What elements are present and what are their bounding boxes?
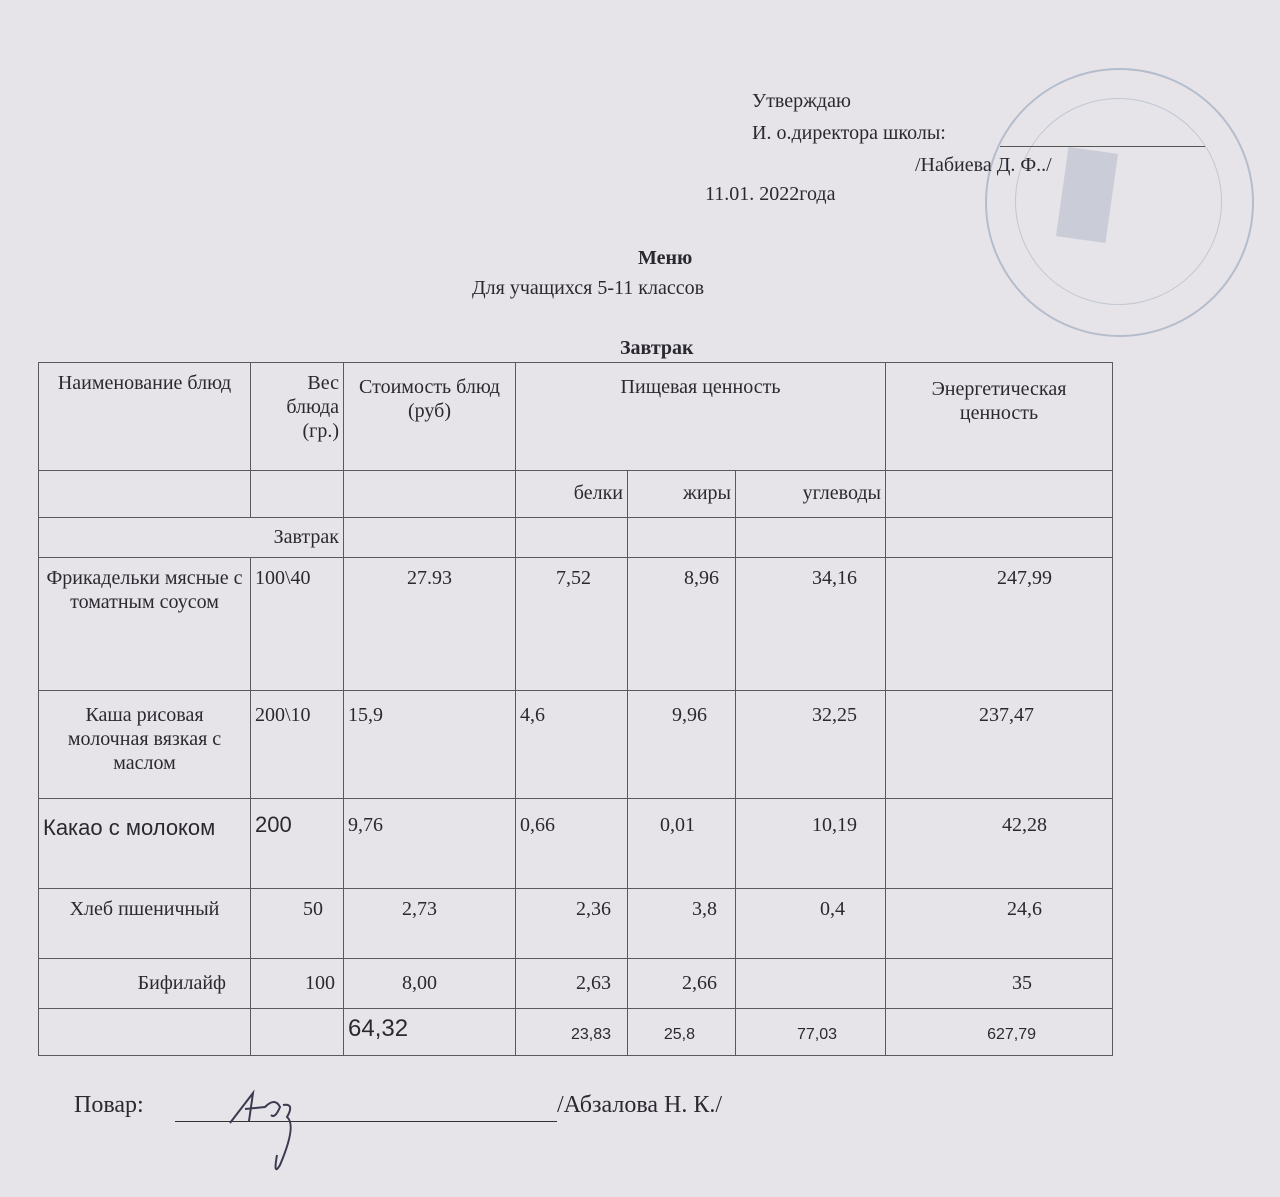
table-row: Хлеб пшеничный 50 2,73 2,36 3,8 0,4 24,6 xyxy=(38,888,1113,959)
school-stamp xyxy=(985,68,1254,337)
dish-name: Фрикадельки мясные с томатным соусом xyxy=(38,557,251,691)
dish-energy: 24,6 xyxy=(885,888,1113,959)
table-row: Бифилайф 100 8,00 2,63 2,66 35 xyxy=(38,958,1113,1009)
header-cost: Стоимость блюд (руб) xyxy=(343,362,516,471)
table-row: Какао с молоком 200 9,76 0,66 0,01 10,19… xyxy=(38,798,1113,889)
dish-cost: 2,73 xyxy=(343,888,516,959)
dish-fats: 8,96 xyxy=(627,557,736,691)
dish-weight: 100 xyxy=(250,958,344,1009)
cook-signature xyxy=(229,1089,292,1171)
menu-title: Меню xyxy=(638,247,693,269)
subheader-row: белки жиры углеводы xyxy=(38,470,1113,518)
director-name: /Набиева Д. Ф../ xyxy=(915,154,1052,176)
header-weight: Вес блюда (гр.) xyxy=(250,362,344,471)
dish-energy: 237,47 xyxy=(885,690,1113,799)
dish-name: Какао с молоком xyxy=(38,798,251,889)
dish-name: Хлеб пшеничный xyxy=(38,888,251,959)
dish-proteins: 4,6 xyxy=(515,690,628,799)
total-carbs: 77,03 xyxy=(735,1008,886,1056)
total-cost: 64,32 xyxy=(343,1008,516,1056)
dish-carbs: 32,25 xyxy=(735,690,886,799)
director-signature-line xyxy=(1000,146,1205,147)
dish-energy: 42,28 xyxy=(885,798,1113,889)
dish-carbs: 10,19 xyxy=(735,798,886,889)
header-nutrition: Пищевая ценность xyxy=(515,362,886,471)
cook-name: /Абзалова Н. К./ xyxy=(557,1092,722,1118)
total-proteins: 23,83 xyxy=(515,1008,628,1056)
dish-cost: 27.93 xyxy=(343,557,516,691)
dish-energy: 35 xyxy=(885,958,1113,1009)
dish-cost: 9,76 xyxy=(343,798,516,889)
dish-proteins: 7,52 xyxy=(515,557,628,691)
header-row: Наименование блюд Вес блюда (гр.) Стоимо… xyxy=(38,362,1113,471)
section-label: Завтрак xyxy=(38,517,344,558)
dish-weight: 200 xyxy=(250,798,344,889)
header-name: Наименование блюд xyxy=(38,362,251,471)
dish-cost: 15,9 xyxy=(343,690,516,799)
cook-label: Повар: xyxy=(74,1092,144,1118)
dish-carbs xyxy=(735,958,886,1009)
menu-table: Наименование блюд Вес блюда (гр.) Стоимо… xyxy=(38,362,1113,1056)
total-energy: 627,79 xyxy=(885,1008,1113,1056)
section-row: Завтрак xyxy=(38,517,1113,558)
table-row: Каша рисовая молочная вязкая с маслом 20… xyxy=(38,690,1113,799)
cook-signature-line xyxy=(175,1121,557,1122)
total-row: 64,32 23,83 25,8 77,03 627,79 xyxy=(38,1008,1113,1056)
meal-title: Завтрак xyxy=(620,337,694,359)
dish-name: Бифилайф xyxy=(38,958,251,1009)
menu-subtitle: Для учащихся 5-11 классов xyxy=(472,277,705,299)
dish-proteins: 0,66 xyxy=(515,798,628,889)
approval-position: И. о.директора школы: xyxy=(752,122,946,144)
approval-title: Утверждаю xyxy=(752,90,851,112)
header-carbs: углеводы xyxy=(735,470,886,518)
total-fats: 25,8 xyxy=(627,1008,736,1056)
approval-date: 11.01. 2022года xyxy=(705,183,836,205)
dish-weight: 50 xyxy=(250,888,344,959)
dish-fats: 9,96 xyxy=(627,690,736,799)
dish-fats: 2,66 xyxy=(627,958,736,1009)
dish-proteins: 2,63 xyxy=(515,958,628,1009)
dish-energy: 247,99 xyxy=(885,557,1113,691)
dish-fats: 3,8 xyxy=(627,888,736,959)
dish-name: Каша рисовая молочная вязкая с маслом xyxy=(38,690,251,799)
table-row: Фрикадельки мясные с томатным соусом 100… xyxy=(38,557,1113,691)
dish-carbs: 34,16 xyxy=(735,557,886,691)
dish-weight: 200\10 xyxy=(250,690,344,799)
header-energy: Энергетическая ценность xyxy=(885,362,1113,471)
dish-proteins: 2,36 xyxy=(515,888,628,959)
dish-cost: 8,00 xyxy=(343,958,516,1009)
header-proteins: белки xyxy=(515,470,628,518)
dish-weight: 100\40 xyxy=(250,557,344,691)
header-fats: жиры xyxy=(627,470,736,518)
dish-carbs: 0,4 xyxy=(735,888,886,959)
dish-fats: 0,01 xyxy=(627,798,736,889)
